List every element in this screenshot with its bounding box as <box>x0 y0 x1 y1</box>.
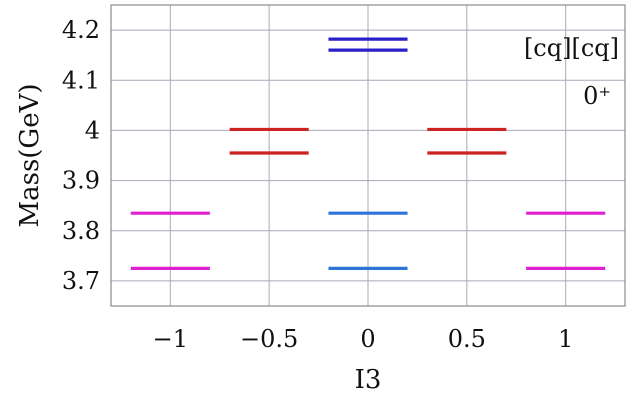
y-tick-label-4: 4.1 <box>62 66 100 94</box>
y-tick-label-0: 3.7 <box>62 267 100 295</box>
x-tick-label-0: −1 <box>153 325 188 353</box>
y-tick-label-5: 4.2 <box>62 16 100 44</box>
x-tick-label-3: 0.5 <box>448 325 486 353</box>
grid-lines <box>111 5 625 306</box>
annotation-spin-parity: 0⁺ <box>583 82 611 110</box>
y-tick-label-1: 3.8 <box>62 217 100 245</box>
x-tick-label-2: 0 <box>360 325 375 353</box>
mass-levels <box>130 37 606 270</box>
x-tick-labels: −1 −0.5 0 0.5 1 <box>153 325 574 353</box>
plot-frame <box>110 4 626 307</box>
y-axis-label: Mass(GeV) <box>15 83 45 227</box>
x-tick-label-4: 1 <box>558 325 573 353</box>
x-axis-label: I3 <box>355 365 382 395</box>
y-tick-label-3: 4 <box>85 116 100 144</box>
annotation-diquark: [cq][cq] <box>524 34 619 62</box>
y-tick-label-2: 3.9 <box>62 167 100 195</box>
y-tick-labels: 3.7 3.8 3.9 4 4.1 4.2 <box>62 16 100 295</box>
x-tick-label-1: −0.5 <box>240 325 298 353</box>
